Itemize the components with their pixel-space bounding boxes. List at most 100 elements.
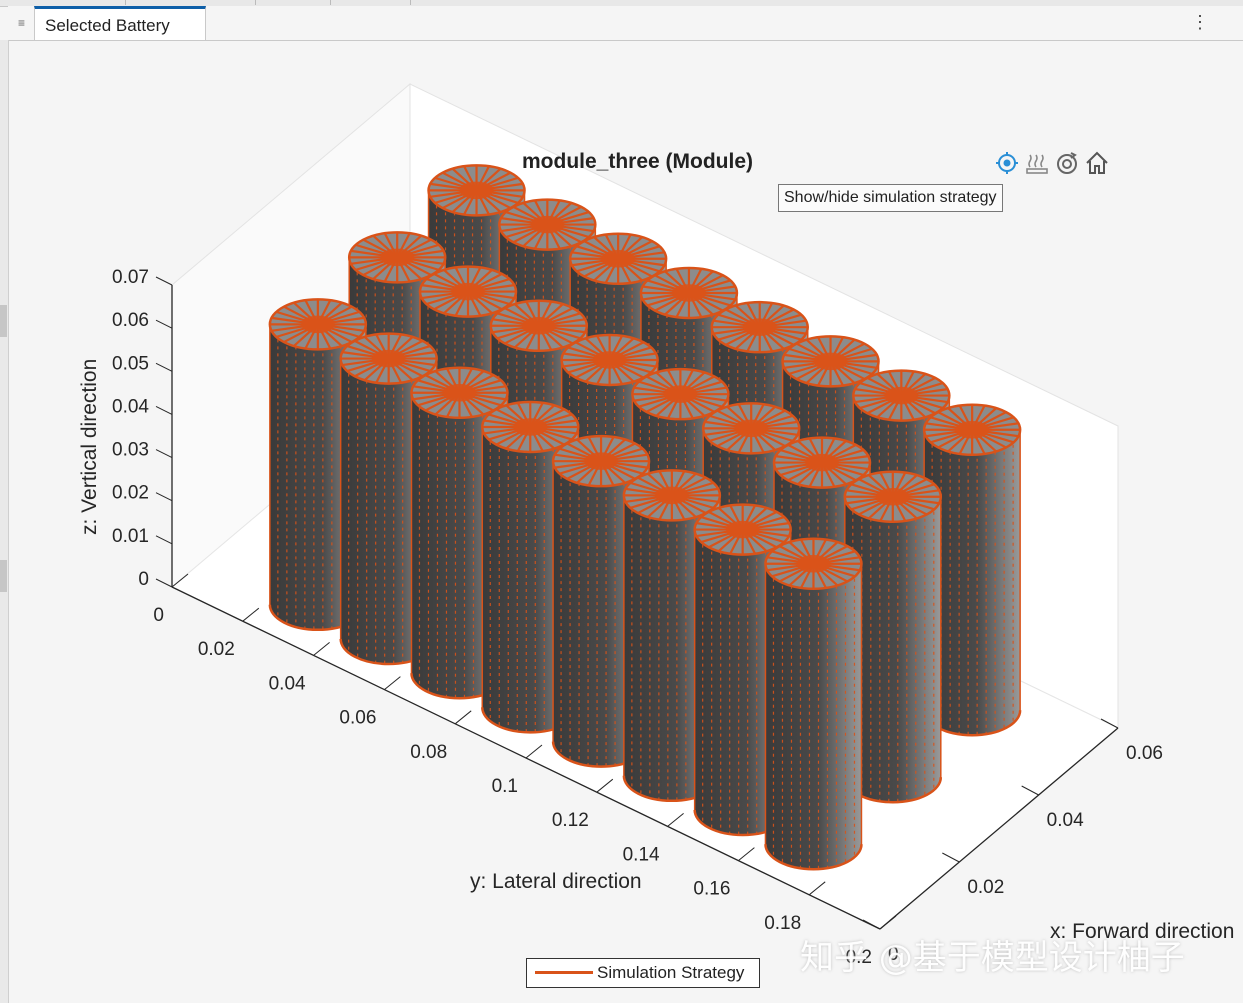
z-tick-mark <box>155 362 173 372</box>
cell-top-center <box>442 384 477 402</box>
z-tick-mark <box>155 319 173 329</box>
axes-toolbar <box>994 150 1112 176</box>
left-panel-edge <box>0 40 9 1003</box>
y-tick-label: 0.02 <box>198 639 235 660</box>
z-tick-label: 0.07 <box>112 267 149 288</box>
legend[interactable]: Simulation Strategy <box>526 958 760 988</box>
axis-labels: z: Vertical direction y: Lateral directio… <box>78 359 1234 943</box>
y-tick-mark <box>808 881 826 896</box>
y-tick-mark <box>171 573 189 588</box>
y-tick-mark <box>667 813 684 827</box>
z-tick-label: 0.06 <box>112 310 149 331</box>
z-tick-mark <box>155 276 173 286</box>
cell-top-center <box>459 181 494 200</box>
home-icon[interactable] <box>1084 150 1110 176</box>
cell-top-center <box>522 317 556 335</box>
splitter-handle[interactable] <box>0 305 7 337</box>
x-tick-mark <box>942 852 960 863</box>
z-tick-label: 0.04 <box>112 396 149 417</box>
cell-top-center <box>742 318 777 336</box>
y-tick-label: 0.2 <box>846 947 872 968</box>
x-tick-mark <box>1100 718 1119 729</box>
axis-ticks: 0 0.01 0.02 0.03 0.04 0.05 0.06 0.07 0 0.02 0.04 0.… <box>112 267 1163 968</box>
y-tick-label: 0.06 <box>339 708 376 729</box>
toolstrip-divider <box>125 0 126 5</box>
cell-top-center <box>734 419 768 438</box>
x-tick-mark <box>862 919 881 930</box>
cell-top-center <box>451 282 485 301</box>
cell-top-center <box>301 315 335 334</box>
y-tick-label: 0.04 <box>269 673 306 694</box>
cell-top-center <box>805 453 839 472</box>
cell-top-center <box>592 351 627 369</box>
z-tick-mark <box>155 492 173 502</box>
cell-top-center <box>876 488 910 506</box>
simulation-strategy-icon[interactable] <box>994 150 1020 176</box>
battery-cells <box>268 164 1022 871</box>
tab-label: Selected Battery <box>45 16 170 35</box>
legend-swatch <box>535 971 593 974</box>
heat-icon[interactable] <box>1024 150 1050 176</box>
cell-top-center <box>663 385 698 403</box>
z-tick-mark <box>155 578 173 588</box>
y-tick-label: 0.14 <box>623 844 660 865</box>
x-tick-label: 0.02 <box>967 877 1004 898</box>
x-tick-label: 0 <box>888 944 899 965</box>
y-tick-mark <box>738 847 755 861</box>
y-tick-mark <box>596 778 614 793</box>
cell-top-center <box>380 248 415 267</box>
document-tab-bar: ≡ Selected Battery ⋮ <box>8 6 1243 41</box>
z-tick-label: 0.02 <box>112 483 149 504</box>
y-tick-mark <box>525 744 543 759</box>
y-tick-label: 0.16 <box>693 879 730 900</box>
z-tick-label: 0.05 <box>112 353 149 374</box>
y-tick-label: 0.1 <box>492 776 518 797</box>
y-tick-label: 0 <box>153 605 164 626</box>
y-tick-label: 0.18 <box>764 913 801 934</box>
cell-body <box>764 563 863 870</box>
x-tick-label: 0.06 <box>1126 743 1163 764</box>
cell-top-center <box>955 421 989 439</box>
y-tick-mark <box>313 642 330 656</box>
z-axis-label: z: Vertical direction <box>78 359 101 535</box>
cell-top-center <box>513 418 548 436</box>
tooltip: Show/hide simulation strategy <box>778 184 1003 212</box>
cell-top-center <box>813 352 848 371</box>
hamburger-icon[interactable]: ≡ <box>18 16 26 30</box>
battery-cell <box>764 537 863 871</box>
tab-selected-battery[interactable]: Selected Battery <box>34 6 206 40</box>
y-tick-mark <box>242 607 260 622</box>
x-tick-mark <box>1021 785 1039 796</box>
kebab-menu-icon[interactable]: ⋮ <box>1191 12 1209 32</box>
z-tick-label: 0 <box>138 569 149 590</box>
z-tick-mark <box>155 449 173 459</box>
y-axis-label: y: Lateral direction <box>470 870 642 893</box>
cell-top-center <box>584 452 618 470</box>
cell-bottom-rim <box>764 844 863 871</box>
z-tick-label: 0.01 <box>112 526 149 547</box>
cell-top-center <box>796 555 831 573</box>
y-tick-mark <box>384 676 401 690</box>
z-tick-label: 0.03 <box>112 440 149 461</box>
z-tick-mark <box>155 535 173 545</box>
splitter-handle[interactable] <box>0 560 7 592</box>
battery-cell <box>922 403 1022 737</box>
cell-top-center <box>371 349 406 368</box>
toolstrip-divider <box>255 0 256 5</box>
plot-title: module_three (Module) <box>522 150 754 173</box>
x-axis-line <box>879 727 1119 930</box>
cell-top-center <box>655 486 689 505</box>
legend-label: Simulation Strategy <box>597 963 745 982</box>
cell-top-center <box>884 386 919 405</box>
watermark: 知乎 @基于模型设计柚子 <box>800 938 1185 978</box>
rotate-view-icon[interactable] <box>1054 150 1080 176</box>
battery-cell <box>843 470 943 804</box>
cell-top-center <box>672 284 706 302</box>
y-tick-mark <box>454 710 472 725</box>
cell-top-center <box>601 250 635 268</box>
cell-top-center <box>530 215 565 234</box>
x-axis-label: x: Forward direction <box>1050 920 1234 943</box>
x-tick-label: 0.04 <box>1047 810 1084 831</box>
y-tick-label: 0.08 <box>410 742 447 763</box>
